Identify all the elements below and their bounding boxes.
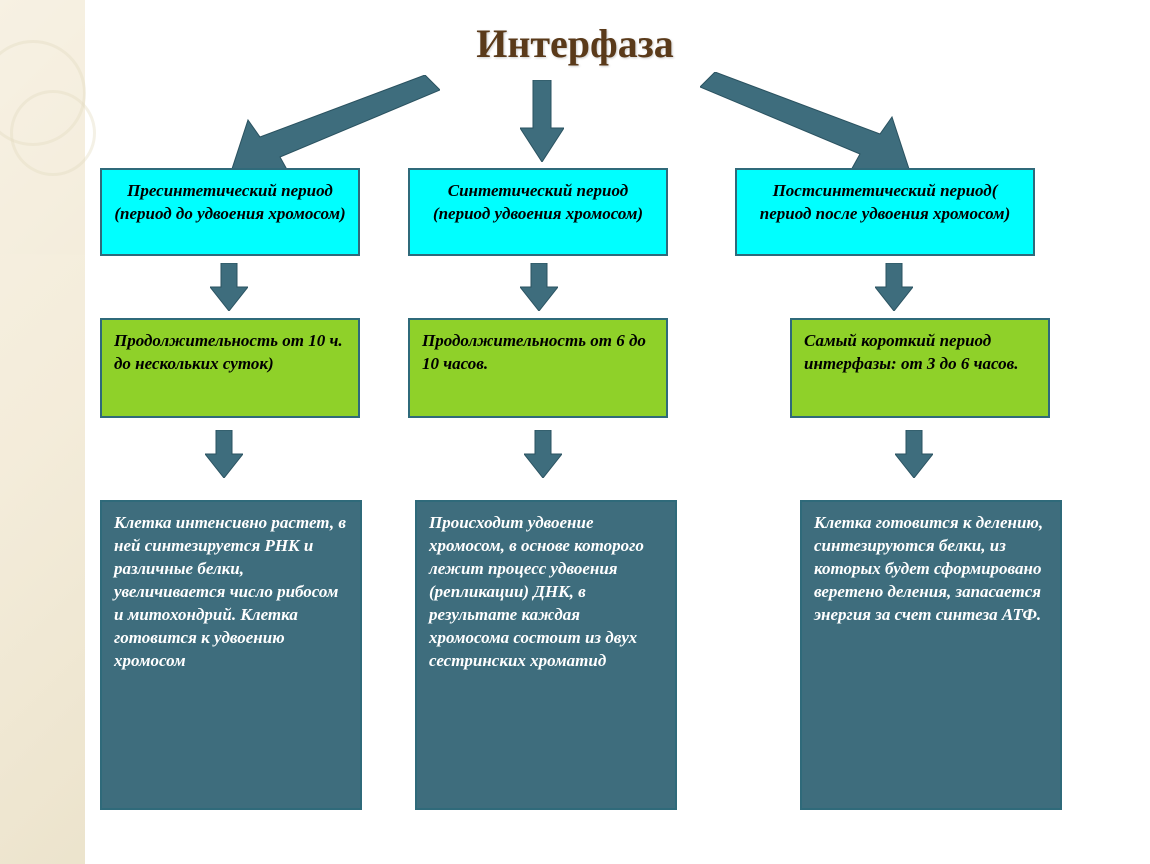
arrow-col3-a bbox=[875, 263, 913, 311]
header-synthetic: Синтетический период (период удвоения хр… bbox=[408, 168, 668, 256]
header-postsynthetic: Постсинтетический период( период после у… bbox=[735, 168, 1035, 256]
arrow-col2-b bbox=[524, 430, 562, 478]
duration-synthetic: Продолжительность от 6 до 10 часов. bbox=[408, 318, 668, 418]
duration-presynthetic: Продолжительность от 10 ч. до нескольких… bbox=[100, 318, 360, 418]
arrow-main-left bbox=[230, 75, 440, 175]
arrow-col1-a bbox=[210, 263, 248, 311]
arrow-main-right bbox=[700, 72, 910, 172]
description-postsynthetic: Клетка готовится к делению, синтезируютс… bbox=[800, 500, 1062, 810]
page-title: Интерфаза bbox=[476, 20, 674, 67]
description-presynthetic: Клетка интенсивно растет, в ней синтезир… bbox=[100, 500, 362, 810]
arrow-main-center bbox=[520, 80, 564, 162]
header-presynthetic: Пресинтетический период (период до удвое… bbox=[100, 168, 360, 256]
arrow-col3-b bbox=[895, 430, 933, 478]
arrow-col2-a bbox=[520, 263, 558, 311]
decorative-sidebar bbox=[0, 0, 85, 864]
arrow-col1-b bbox=[205, 430, 243, 478]
duration-postsynthetic: Самый короткий период интерфазы: от 3 до… bbox=[790, 318, 1050, 418]
description-synthetic: Происходит удвоение хромосом, в основе к… bbox=[415, 500, 677, 810]
